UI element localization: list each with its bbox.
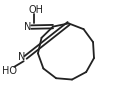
Text: OH: OH xyxy=(28,5,43,15)
Text: N: N xyxy=(18,52,25,62)
Text: HO: HO xyxy=(2,66,17,76)
Text: N: N xyxy=(24,22,31,32)
